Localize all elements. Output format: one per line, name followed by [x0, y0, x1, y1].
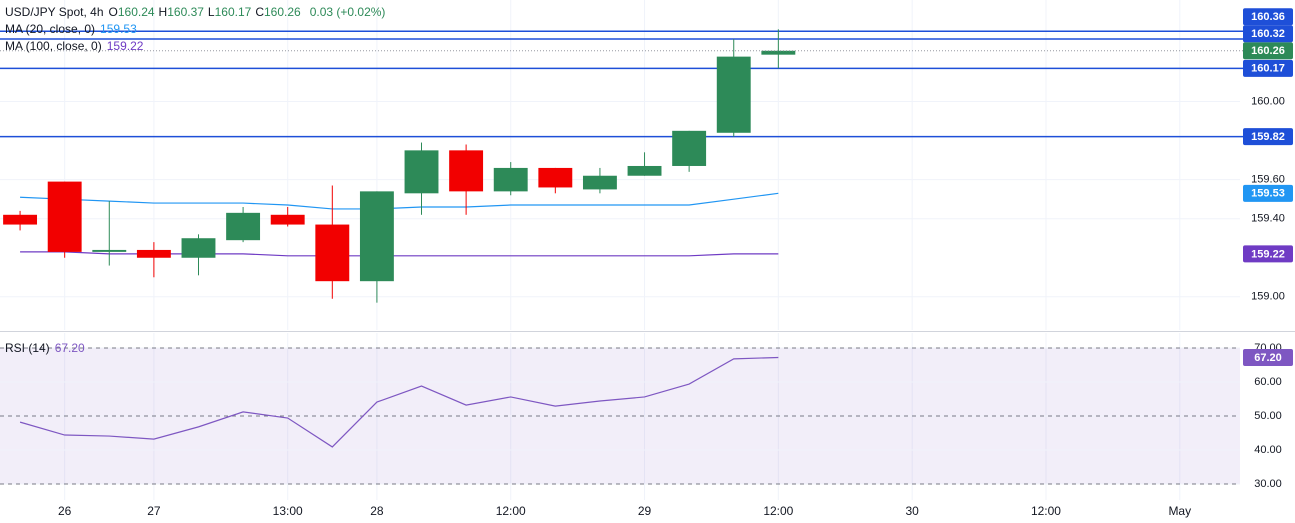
rsi-value: 67.20 [55, 341, 90, 355]
ma-legend-row: MA (20, close, 0) 159.53 [5, 21, 390, 38]
ma-value: 159.22 [106, 39, 144, 53]
candle-body [404, 150, 439, 194]
price-box [1243, 59, 1293, 77]
change: 0.03 (+0.02%) [309, 5, 386, 19]
price-box-label: 160.17 [1251, 63, 1285, 75]
candle-body [270, 214, 305, 225]
y-tick-label: 159.40 [1251, 213, 1285, 225]
candle-body [493, 167, 528, 192]
price-box-label: 159.82 [1251, 131, 1285, 143]
y-tick-label: 160.00 [1251, 95, 1285, 107]
y-tick-label: 159.00 [1251, 291, 1285, 303]
candle-body [582, 175, 617, 190]
candle-body [627, 165, 662, 176]
price-box [1243, 184, 1293, 202]
ma-legend-row: MA (100, close, 0) 159.22 [5, 38, 390, 55]
ohlc-key: H [158, 5, 168, 19]
x-tick-label: 12:00 [1031, 504, 1061, 518]
candle-body [181, 238, 216, 258]
ma-name: MA (20, close, 0) [5, 22, 96, 36]
ma-line [20, 251, 779, 257]
ohlc-key: L [207, 5, 215, 19]
price-box-label: 159.53 [1251, 188, 1285, 200]
x-tick-label: 13:00 [273, 504, 303, 518]
y-tick-label: 50.00 [1254, 410, 1282, 422]
ma-legend: MA (20, close, 0) 159.53 MA (100, close, 0… [5, 21, 390, 55]
x-tick-label: 12:00 [763, 504, 793, 518]
x-tick-label: 30 [905, 504, 919, 518]
price-box-label: 159.22 [1251, 248, 1285, 260]
x-tick-label: 26 [58, 504, 72, 518]
price-box [1243, 245, 1293, 263]
price-box-label: 160.26 [1251, 45, 1285, 57]
ma-line [20, 192, 779, 210]
x-tick-label: 27 [147, 504, 161, 518]
ohlc-value: 160.37 [167, 5, 204, 19]
symbol-title: USD/JPY Spot, 4h [5, 5, 104, 19]
y-tick-label: 159.60 [1251, 174, 1285, 186]
candle-body [92, 249, 127, 252]
ohlc-value: 160.17 [214, 5, 252, 19]
ohlc: O160.24 H160.37 L160.17 C160.26 [109, 5, 305, 19]
x-tick-label: 12:00 [496, 504, 526, 518]
rsi-line [19, 356, 779, 448]
candle-body [449, 150, 484, 192]
y-tick-label: 30.00 [1254, 478, 1282, 490]
price-box [1243, 25, 1293, 43]
candle-body [47, 181, 82, 252]
x-tick-label: 28 [370, 504, 384, 518]
candle-body [538, 167, 573, 188]
price-box-label: 160.36 [1251, 11, 1285, 23]
candle-body [359, 191, 394, 282]
candle-body [761, 50, 796, 55]
candle-body [716, 56, 751, 133]
ohlc-key: O [108, 5, 118, 19]
rsi-legend: RSI (14) 67.20 [5, 340, 95, 357]
rsi-legend-value: 67.20 [54, 341, 85, 355]
candle-body [315, 224, 350, 282]
ma-value: 159.53 [100, 22, 137, 36]
rsi-name: RSI (14) [5, 341, 50, 355]
ohlc-value: 160.26 [263, 5, 301, 19]
candle-body [672, 130, 707, 166]
candle-body [226, 212, 261, 241]
y-tick-label: 60.00 [1254, 376, 1282, 388]
price-legend: USD/JPY Spot, 4h O160.24 H160.37 L160.17 C16… [5, 4, 390, 55]
x-tick-label: 29 [638, 504, 652, 518]
ma-name: MA (100, close, 0) [5, 39, 102, 53]
ohlc-value: 160.24 [117, 5, 155, 19]
candle-body [3, 214, 38, 225]
price-box [1243, 42, 1293, 60]
rsi-box-label: 67.20 [1254, 352, 1282, 364]
rsi-box [1243, 348, 1293, 366]
x-tick-label: May [1168, 504, 1191, 518]
price-box [1243, 8, 1293, 26]
price-box [1243, 128, 1293, 146]
legend-row: USD/JPY Spot, 4h O160.24 H160.37 L160.17 C16… [5, 4, 390, 21]
ohlc-key: C [255, 5, 264, 19]
price-box-label: 160.32 [1251, 28, 1285, 40]
candle-body [136, 249, 171, 258]
y-tick-label: 40.00 [1254, 444, 1282, 456]
